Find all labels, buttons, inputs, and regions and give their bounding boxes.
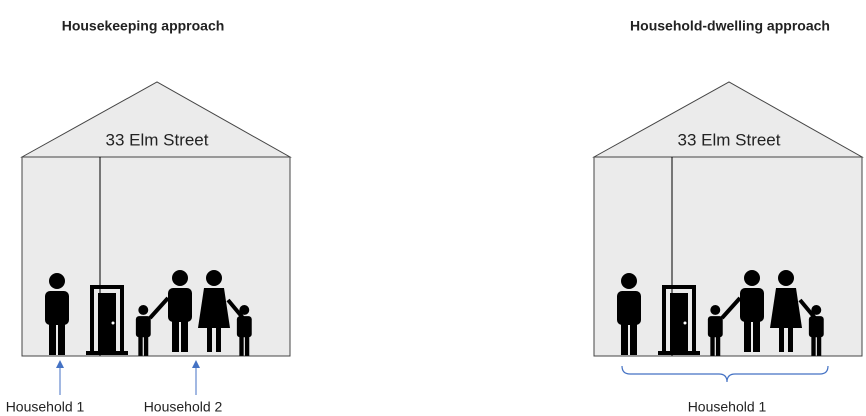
left-title: Housekeeping approach bbox=[62, 18, 225, 34]
right-house bbox=[594, 82, 862, 356]
right-title: Household-dwelling approach bbox=[630, 18, 830, 34]
right-label: Household 1 bbox=[688, 399, 767, 415]
page: {"left": {"title": "Housekeeping approac… bbox=[0, 0, 866, 416]
left-house bbox=[22, 82, 290, 356]
diagram: Housekeeping approach 33 Elm Street Hous… bbox=[0, 0, 866, 416]
left-label: Household 2 bbox=[144, 399, 223, 415]
left-arrows bbox=[56, 360, 200, 395]
left-label: Household 1 bbox=[6, 399, 85, 415]
left-address: 33 Elm Street bbox=[106, 130, 209, 149]
right-address: 33 Elm Street bbox=[678, 130, 781, 149]
brace bbox=[622, 366, 828, 382]
